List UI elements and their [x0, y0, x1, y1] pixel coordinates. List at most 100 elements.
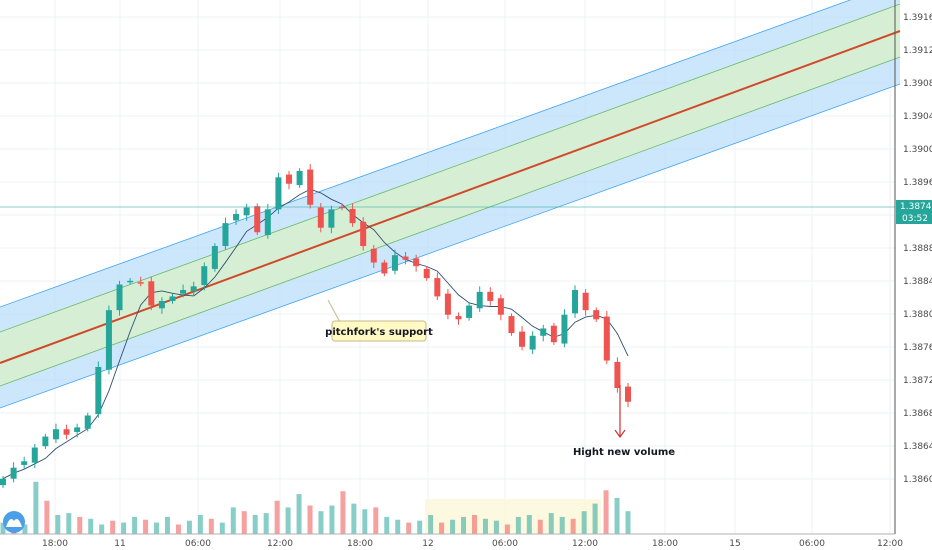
volume-bar: [548, 513, 554, 534]
current-price-value: 1.38745: [900, 202, 932, 212]
volume-bar: [395, 519, 401, 534]
candle-body: [169, 296, 176, 301]
candle-body: [423, 268, 430, 279]
volume-bar: [329, 505, 335, 534]
volume-bar: [66, 513, 72, 534]
volume-bar: [625, 511, 631, 534]
price-tick-label: 1.38880: [903, 244, 932, 254]
volume-bar: [121, 522, 127, 534]
candle-body: [21, 461, 28, 465]
candle-body: [360, 221, 367, 247]
candle-body: [603, 316, 610, 361]
volume-bar: [570, 518, 576, 534]
volume-bar: [110, 520, 116, 534]
pitchfork-lower-edge: [0, 83, 901, 409]
price-axis[interactable]: 1.39160 1.39120 1.39080 1.39040 1.39000 1.389…: [903, 13, 932, 485]
volume-bar: [219, 522, 225, 534]
candle-body: [434, 278, 441, 297]
ma-line: [2, 188, 629, 480]
candle-body: [63, 429, 70, 435]
support-callout: [331, 320, 427, 342]
volume-bar: [143, 519, 149, 534]
candle-body: [0, 478, 6, 486]
tradingview-logo-icon: [3, 511, 25, 533]
volume-bar: [428, 515, 434, 534]
candle-body: [307, 169, 314, 205]
candle-body: [74, 427, 81, 432]
volume-bar: [384, 516, 390, 534]
pitchfork-median-line: [0, 30, 901, 364]
volume-bar: [0, 522, 6, 534]
volume-bar: [318, 511, 324, 534]
volume-bar: [614, 497, 620, 534]
pitchfork-inner-band: [0, 4, 900, 386]
candle-body: [233, 213, 240, 221]
volume-bar: [340, 491, 346, 534]
time-tick-label: 18:00: [42, 539, 68, 549]
volume-bar: [154, 522, 160, 534]
time-tick-label: 18:00: [652, 539, 678, 549]
volume-bar: [581, 511, 587, 534]
volume-bar: [285, 507, 291, 534]
price-tick-label: 1.38600: [903, 475, 932, 485]
time-tick-label: 18:00: [347, 539, 373, 549]
price-tick-label: 1.38960: [903, 178, 932, 188]
candle-body: [444, 293, 451, 315]
candle-body: [105, 310, 112, 370]
candle-body: [328, 209, 335, 228]
candle-body: [529, 335, 536, 350]
volume-bar: [362, 509, 368, 534]
pitchfork-inner-lower: [0, 56, 901, 387]
candle-body: [402, 256, 409, 260]
volume-bar: [241, 511, 247, 534]
volume-bar: [263, 513, 269, 534]
volume-bar: [44, 500, 50, 534]
candle-body: [476, 291, 483, 309]
candle-body: [519, 331, 526, 347]
countdown-value: 03:52: [902, 214, 928, 224]
price-tick-label: 1.38720: [903, 376, 932, 386]
volume-bar: [77, 516, 83, 534]
volume-bar: [88, 518, 94, 534]
support-callout-pointer: [327, 299, 341, 323]
volume-bar: [197, 515, 203, 534]
candle-body: [254, 206, 261, 233]
volume-bar: [417, 520, 423, 534]
volume-bar: [461, 516, 467, 534]
candle-body: [550, 325, 557, 343]
price-tick-label: 1.39040: [903, 112, 932, 122]
candle-body: [413, 258, 420, 267]
candle-body: [582, 292, 589, 311]
price-tick-label: 1.38680: [903, 409, 932, 419]
price-tick-label: 1.38800: [903, 310, 932, 320]
price-tick-label: 1.39120: [903, 46, 932, 56]
candle-body: [31, 447, 38, 463]
volume-bar: [296, 494, 302, 534]
candle-body: [349, 208, 356, 224]
volume-bar: [252, 515, 258, 534]
volume-bar: [55, 515, 61, 534]
candle-body: [497, 298, 504, 315]
time-axis[interactable]: 18:00 11 06:00 12:00 18:00 12 06:00 12:00 18:00 1…: [42, 539, 903, 549]
candle-body: [264, 209, 271, 236]
time-tick-label: 15: [729, 539, 740, 549]
time-tick-label: 11: [114, 539, 125, 549]
candle-body: [370, 248, 377, 263]
volume-bar: [603, 490, 609, 534]
volume-bar: [33, 481, 39, 534]
volume-bar: [515, 516, 521, 534]
candle-body: [286, 174, 293, 184]
candle-body: [593, 310, 600, 320]
candle-body: [508, 316, 515, 334]
volume-bar: [526, 515, 532, 534]
candle-body: [211, 246, 218, 269]
volume-bar: [373, 507, 379, 534]
candle-body: [180, 289, 187, 294]
candle-body: [10, 467, 17, 479]
volume-bar: [471, 515, 477, 534]
candle-body: [614, 361, 621, 389]
candle-body: [540, 328, 547, 336]
candle-body: [625, 386, 631, 402]
